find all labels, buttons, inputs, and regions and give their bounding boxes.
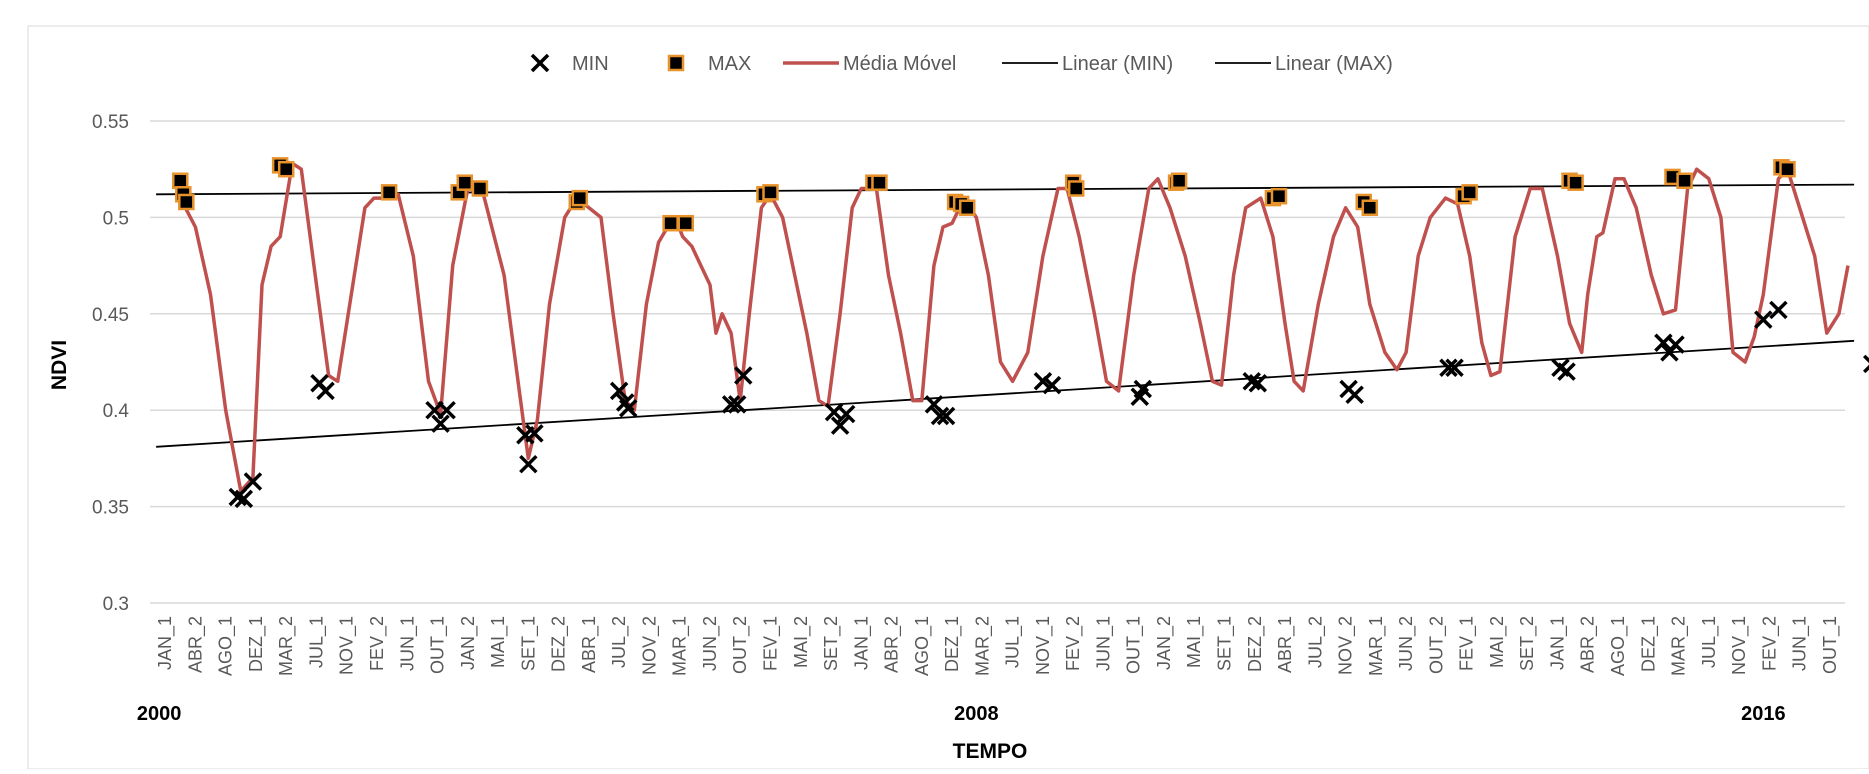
x-tick-label: JAN_1 xyxy=(155,616,176,670)
legend-label: Linear (MAX) xyxy=(1275,53,1393,75)
x-tick-label: OUT_2 xyxy=(730,616,751,674)
x-tick-label: ABR_2 xyxy=(882,616,903,673)
x-tick-label: NOV_2 xyxy=(1336,616,1357,675)
x-tick-label: JAN_1 xyxy=(851,616,872,670)
x-tick-label: NOV_1 xyxy=(1729,616,1750,675)
x-tick-label: JAN_2 xyxy=(1154,616,1175,670)
year-label: 2000 xyxy=(137,703,182,725)
x-tick-label: JUN_1 xyxy=(1093,616,1114,671)
x-tick-label: JAN_2 xyxy=(458,616,479,670)
x-tick-label: ABR_2 xyxy=(185,616,206,673)
max-point xyxy=(1272,189,1286,203)
year-label: 2008 xyxy=(954,703,999,725)
max-point xyxy=(1780,162,1794,176)
x-tick-label: ABR_1 xyxy=(579,616,600,673)
y-tick-label: 0.35 xyxy=(92,498,129,519)
max-point xyxy=(279,162,293,176)
max-point xyxy=(473,181,487,195)
x-tick-label: DEZ_1 xyxy=(246,616,267,672)
x-tick-label: JUN_2 xyxy=(1396,616,1417,671)
x-tick-label: DEZ_1 xyxy=(1638,616,1659,672)
x-tick-label: SET_2 xyxy=(821,616,842,671)
x-tick-label: AGO_1 xyxy=(912,616,933,676)
x-tick-label: OUT_1 xyxy=(1124,616,1145,674)
x-tick-label: SET_2 xyxy=(1517,616,1538,671)
max-point xyxy=(1463,185,1477,199)
x-tick-label: MAR_1 xyxy=(670,616,691,676)
max-point xyxy=(1678,174,1692,188)
max-point xyxy=(573,191,587,205)
x-tick-label: JUN_1 xyxy=(397,616,418,671)
max-point xyxy=(1172,174,1186,188)
x-tick-label: JUL_2 xyxy=(609,616,630,668)
max-point xyxy=(1069,181,1083,195)
max-point xyxy=(1569,176,1583,190)
legend-label: Linear (MIN) xyxy=(1062,53,1173,75)
y-tick-label: 0.55 xyxy=(92,112,129,133)
x-tick-label: AGO_1 xyxy=(216,616,237,676)
max-point xyxy=(1363,201,1377,215)
x-tick-label: JUL_2 xyxy=(1305,616,1326,668)
x-tick-label: DEZ_2 xyxy=(1245,616,1266,672)
x-tick-label: NOV_2 xyxy=(639,616,660,675)
x-tick-label: MAR_2 xyxy=(972,616,993,676)
x-tick-label: JUN_2 xyxy=(700,616,721,671)
x-tick-label: NOV_1 xyxy=(1033,616,1054,675)
x-tick-label: FEV_2 xyxy=(1063,616,1084,671)
x-tick-label: MAI_1 xyxy=(488,616,509,668)
max-point xyxy=(179,195,193,209)
x-tick-label: JUL_1 xyxy=(306,616,327,668)
max-point xyxy=(960,201,974,215)
legend-label: Média Móvel xyxy=(843,53,956,75)
max-point xyxy=(382,185,396,199)
x-tick-label: OUT_1 xyxy=(428,616,449,674)
max-point xyxy=(872,176,886,190)
x-tick-label: AGO_1 xyxy=(1608,616,1629,676)
x-tick-label: MAR_1 xyxy=(1366,616,1387,676)
legend-label: MAX xyxy=(708,53,751,75)
x-tick-label: JUL_1 xyxy=(1699,616,1720,668)
y-tick-label: 0.45 xyxy=(92,305,129,326)
x-tick-label: JAN_1 xyxy=(1547,616,1568,670)
x-tick-label: MAI_2 xyxy=(791,616,812,668)
max-point xyxy=(679,216,693,230)
max-point xyxy=(458,176,472,190)
x-tick-label: DEZ_1 xyxy=(942,616,963,672)
x-tick-label: NOV_1 xyxy=(337,616,358,675)
x-tick-label: FEV_1 xyxy=(760,616,781,671)
x-tick-label: OUT_1 xyxy=(1820,616,1841,674)
y-tick-label: 0.4 xyxy=(103,401,130,422)
x-tick-label: SET_1 xyxy=(518,616,539,671)
x-tick-label: MAR_2 xyxy=(276,616,297,676)
x-tick-label: ABR_1 xyxy=(1275,616,1296,673)
x-tick-label: ABR_2 xyxy=(1578,616,1599,673)
x-tick-label: JUN_1 xyxy=(1790,616,1811,671)
year-label: 2016 xyxy=(1741,703,1786,725)
x-tick-label: FEV_1 xyxy=(1457,616,1478,671)
legend-label: MIN xyxy=(572,53,609,75)
y-tick-label: 0.3 xyxy=(103,594,129,615)
x-tick-label: MAI_2 xyxy=(1487,616,1508,668)
y-axis-title: NDVI xyxy=(48,340,71,390)
legend-max-marker xyxy=(669,56,683,70)
max-point xyxy=(763,185,777,199)
y-tick-label: 0.5 xyxy=(103,208,129,229)
x-tick-label: SET_1 xyxy=(1215,616,1236,671)
x-tick-label: FEV_2 xyxy=(367,616,388,671)
x-tick-label: DEZ_2 xyxy=(549,616,570,672)
max-point xyxy=(664,216,678,230)
max-point xyxy=(173,174,187,188)
x-tick-label: JUL_1 xyxy=(1003,616,1024,668)
x-axis-title: TEMPO xyxy=(953,740,1028,763)
x-tick-label: OUT_2 xyxy=(1426,616,1447,674)
x-tick-label: MAR_2 xyxy=(1669,616,1690,676)
x-tick-label: FEV_2 xyxy=(1759,616,1780,671)
x-tick-label: MAI_1 xyxy=(1184,616,1205,668)
